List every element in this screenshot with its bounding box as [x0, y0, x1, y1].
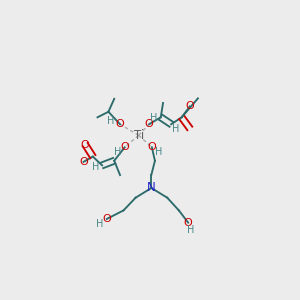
Text: H: H [92, 161, 99, 172]
Text: O: O [185, 101, 194, 112]
Text: H: H [114, 147, 121, 158]
Text: O: O [116, 119, 124, 129]
Text: O: O [79, 157, 88, 167]
Text: H: H [106, 116, 114, 127]
Text: O: O [81, 140, 89, 150]
Text: O: O [102, 214, 111, 224]
Text: H: H [155, 147, 162, 158]
Text: Ti: Ti [134, 129, 144, 142]
Text: O: O [184, 218, 193, 228]
Text: N: N [147, 182, 156, 194]
Text: H: H [172, 124, 179, 134]
Text: H: H [150, 113, 157, 124]
Text: H: H [96, 219, 103, 229]
Text: H: H [187, 225, 195, 235]
Text: O: O [145, 119, 154, 129]
Text: O: O [120, 142, 129, 152]
Text: O: O [148, 142, 156, 152]
